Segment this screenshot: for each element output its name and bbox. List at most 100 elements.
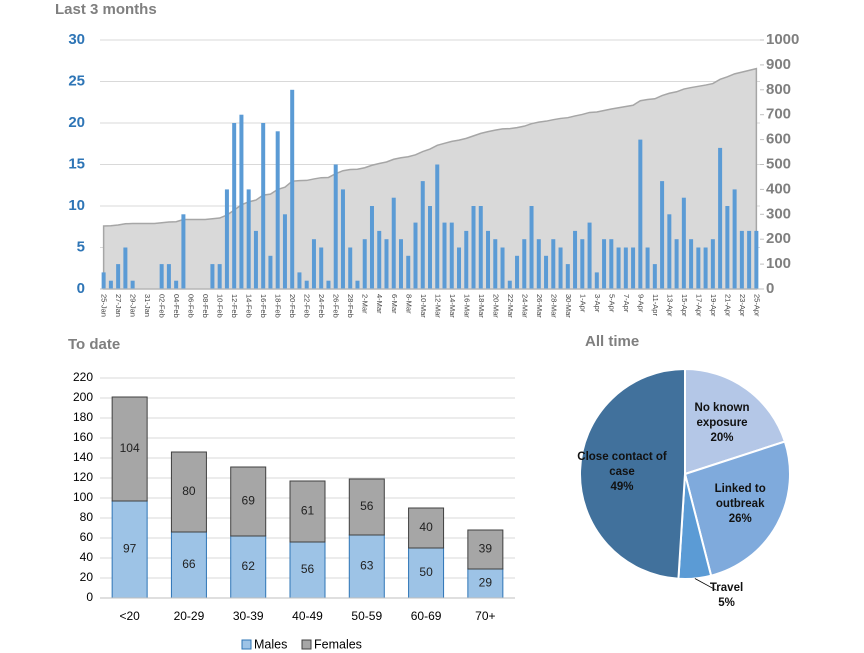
x-tick-label: 3-Apr xyxy=(593,294,602,313)
bar xyxy=(355,280,360,289)
y2-tick-label: 700 xyxy=(766,106,791,123)
pie-slice xyxy=(579,367,686,580)
bar xyxy=(181,214,186,289)
bar xyxy=(101,272,106,289)
y-tick-label: 5 xyxy=(77,238,85,255)
bar xyxy=(268,255,273,289)
value-label: 62 xyxy=(242,559,256,573)
y-tick-label: 10 xyxy=(68,197,85,214)
y-tick-label: 20 xyxy=(80,570,94,584)
x-tick-label: 70+ xyxy=(475,609,495,623)
bar xyxy=(747,230,752,289)
bar xyxy=(478,206,483,289)
slice-label: Travel 5% xyxy=(677,581,777,611)
x-tick-label: 6-Mar xyxy=(390,294,399,314)
bar xyxy=(486,230,491,289)
x-tick-label: 26-Feb xyxy=(332,294,341,318)
bar-segment xyxy=(230,535,267,599)
bar xyxy=(174,280,179,289)
bar xyxy=(123,247,128,289)
chart-title: All time xyxy=(585,333,639,350)
y2-tick-label: 1000 xyxy=(766,31,799,48)
x-tick-label: 10-Mar xyxy=(419,294,428,318)
x-tick-label: 26-Mar xyxy=(535,294,544,318)
bar xyxy=(275,131,280,289)
bar xyxy=(689,239,694,289)
x-tick-label: 27-Jan xyxy=(114,294,123,317)
slice-value: 20% xyxy=(710,431,734,444)
x-tick-label: 06-Feb xyxy=(187,294,196,318)
y-tick-label: 0 xyxy=(77,280,85,297)
bar xyxy=(224,189,229,289)
x-tick-label: 24-Mar xyxy=(520,294,529,318)
bar xyxy=(384,239,389,289)
x-tick-label: 11-Apr xyxy=(651,294,660,316)
y2-tick-label: 600 xyxy=(766,131,791,148)
bar xyxy=(652,264,657,289)
y-tick-label: 200 xyxy=(73,390,93,404)
value-label: 56 xyxy=(360,499,374,513)
x-tick-label: 08-Feb xyxy=(201,294,210,318)
bar xyxy=(594,272,599,289)
pie-slice xyxy=(684,367,787,476)
slice-label: No known exposure 20% xyxy=(672,401,772,446)
x-tick-label: 8-Mar xyxy=(404,294,413,314)
x-tick-label: 30-39 xyxy=(233,609,264,623)
y2-tick-label: 500 xyxy=(766,155,791,172)
x-tick-label: 18-Feb xyxy=(274,294,283,318)
bar xyxy=(551,239,556,289)
bar xyxy=(413,222,418,289)
bar xyxy=(130,280,135,289)
bar-segment xyxy=(408,507,445,549)
bar xyxy=(406,255,411,289)
x-tick-label: 22-Mar xyxy=(506,294,515,318)
y-tick-label: 80 xyxy=(80,510,94,524)
y-tick-label: 15 xyxy=(68,155,85,172)
bar xyxy=(623,247,628,289)
x-tick-label: 50-59 xyxy=(351,609,382,623)
y-tick-label: 0 xyxy=(86,590,93,604)
y-tick-label: 20 xyxy=(68,114,85,131)
bar xyxy=(681,197,686,289)
legend-swatch xyxy=(301,639,312,650)
bar xyxy=(660,181,665,289)
bar-segment xyxy=(348,478,385,536)
y2-tick-label: 200 xyxy=(766,230,791,247)
x-tick-label: 16-Feb xyxy=(259,294,268,318)
bar xyxy=(580,239,585,289)
x-tick-label: 30-Mar xyxy=(564,294,573,318)
slice-name: Linked to outbreak xyxy=(714,482,766,510)
bar xyxy=(159,264,164,289)
bar xyxy=(703,247,708,289)
bar xyxy=(261,123,266,289)
y2-tick-label: 400 xyxy=(766,180,791,197)
bar xyxy=(710,239,715,289)
bar xyxy=(609,239,614,289)
bar-segment xyxy=(230,466,267,537)
bar xyxy=(340,189,345,289)
x-tick-label: 20-Feb xyxy=(288,294,297,318)
bar xyxy=(522,239,527,289)
bar-segment xyxy=(467,568,504,599)
y-tick-label: 60 xyxy=(80,530,94,544)
bar-segment xyxy=(408,547,445,599)
bar-segment xyxy=(111,500,148,599)
bar xyxy=(754,230,759,289)
x-tick-label: 14-Feb xyxy=(245,294,254,318)
bar xyxy=(420,181,425,289)
x-tick-label: 4-Mar xyxy=(375,294,384,314)
x-tick-label: 25-Apr xyxy=(752,294,761,317)
bar xyxy=(573,230,578,289)
legend-label: Females xyxy=(314,637,362,651)
x-tick-label: 12-Feb xyxy=(230,294,239,318)
value-label: 69 xyxy=(242,494,256,508)
bar xyxy=(297,272,302,289)
bar xyxy=(739,230,744,289)
x-tick-label: 7-Apr xyxy=(622,294,631,313)
y2-tick-label: 300 xyxy=(766,205,791,222)
x-tick-label: 31-Jan xyxy=(143,294,152,317)
bar xyxy=(442,222,447,289)
slice-value: 49% xyxy=(610,480,634,493)
